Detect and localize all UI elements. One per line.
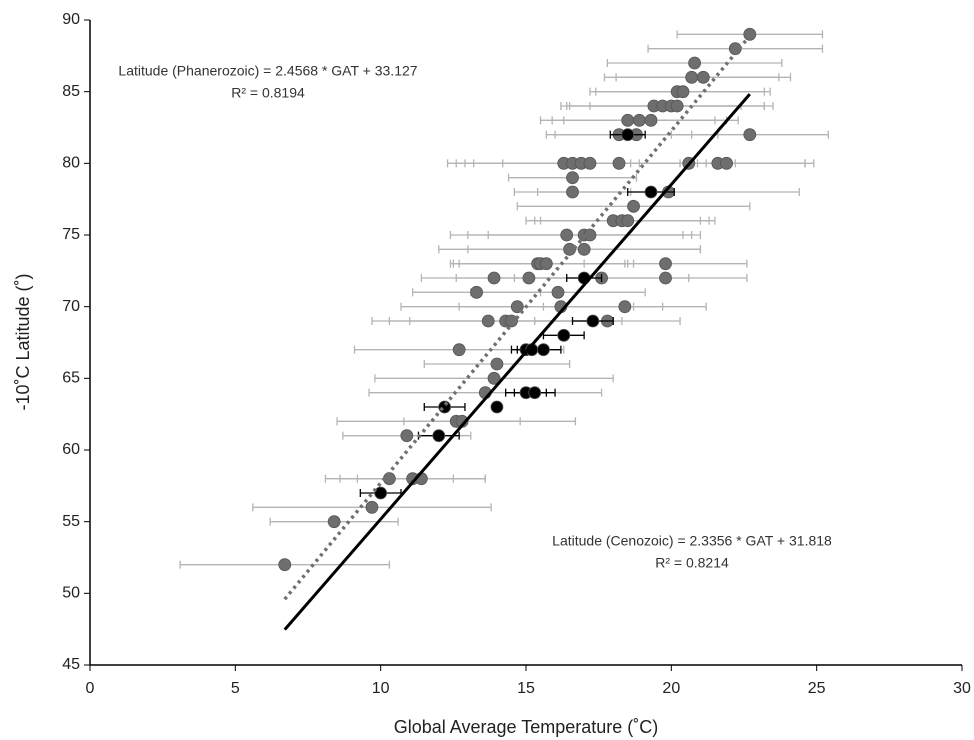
point <box>528 386 542 400</box>
y-tick-label: 75 <box>62 226 80 243</box>
y-tick-label: 80 <box>62 155 80 172</box>
point <box>505 314 518 328</box>
point <box>470 285 483 299</box>
point <box>577 242 591 256</box>
point <box>627 199 640 213</box>
point <box>374 486 388 500</box>
point <box>400 429 414 443</box>
point <box>743 27 757 41</box>
annotation: R² = 0.8214 <box>655 555 729 571</box>
point <box>490 357 504 371</box>
point <box>720 156 733 170</box>
point <box>522 271 536 285</box>
point <box>621 128 635 142</box>
point <box>659 257 672 271</box>
point <box>586 314 600 328</box>
point <box>560 228 574 242</box>
x-tick-label: 15 <box>517 680 535 697</box>
annotation: R² = 0.8194 <box>231 85 305 101</box>
point <box>632 113 646 127</box>
trend-line <box>283 93 751 631</box>
point <box>566 185 579 199</box>
point <box>583 156 597 170</box>
point <box>487 371 501 385</box>
point <box>365 500 379 514</box>
y-tick-label: 50 <box>62 585 80 602</box>
point <box>481 314 495 328</box>
point <box>618 300 632 314</box>
point <box>670 99 684 113</box>
point <box>557 328 571 342</box>
point <box>539 257 553 271</box>
point <box>563 242 576 256</box>
x-tick-label: 20 <box>662 680 680 697</box>
x-tick-label: 0 <box>86 680 95 697</box>
y-tick-label: 70 <box>62 298 80 315</box>
point <box>659 271 672 285</box>
point <box>621 113 635 127</box>
trend-line <box>283 34 752 601</box>
point <box>432 429 446 443</box>
annotation: Latitude (Cenozoic) = 2.3356 * GAT + 31.… <box>552 533 832 549</box>
x-tick-label: 10 <box>372 680 390 697</box>
point <box>452 343 466 357</box>
y-tick-label: 90 <box>62 11 80 28</box>
y-tick-label: 45 <box>62 656 80 673</box>
point <box>644 113 658 127</box>
x-axis-title: Global Average Temperature (˚C) <box>394 717 658 737</box>
point <box>537 343 550 357</box>
point <box>743 128 757 142</box>
x-tick-label: 30 <box>953 680 971 697</box>
point <box>685 70 699 84</box>
x-tick-label: 25 <box>808 680 826 697</box>
point <box>688 56 701 70</box>
y-tick-label: 85 <box>62 83 80 100</box>
y-tick-label: 55 <box>62 513 80 530</box>
y-axis-title: -10˚C Latitude (˚) <box>13 273 33 410</box>
point <box>551 285 565 299</box>
point <box>696 70 710 84</box>
point <box>327 515 341 529</box>
point <box>644 185 658 199</box>
point <box>676 85 690 99</box>
point <box>490 400 504 414</box>
point <box>621 214 635 228</box>
y-tick-label: 65 <box>62 370 80 387</box>
y-tick-label: 60 <box>62 441 80 458</box>
point <box>566 171 579 185</box>
point <box>612 156 626 170</box>
point <box>278 558 292 572</box>
annotation: Latitude (Phanerozoic) = 2.4568 * GAT + … <box>118 63 417 79</box>
point <box>487 271 501 285</box>
x-tick-label: 5 <box>231 680 240 697</box>
point <box>510 300 524 314</box>
